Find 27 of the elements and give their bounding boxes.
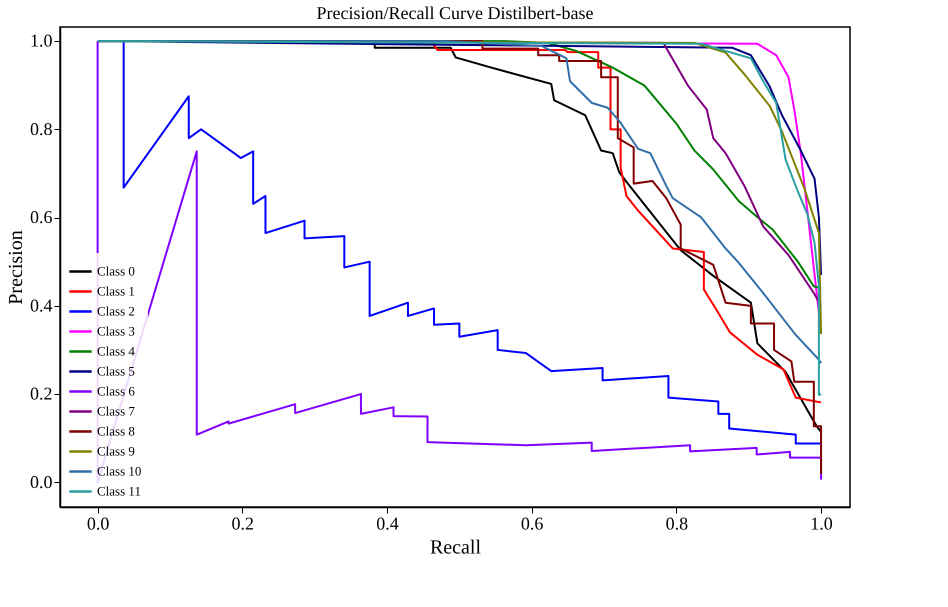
legend-label: Class 1 xyxy=(97,284,135,298)
x-tick-label: 0.0 xyxy=(86,514,110,534)
y-tick-label: 0.0 xyxy=(30,472,52,492)
legend-label: Class 9 xyxy=(97,444,135,458)
legend-label: Class 4 xyxy=(97,344,136,358)
legend-label: Class 10 xyxy=(97,464,142,478)
x-tick-label: 0.4 xyxy=(376,514,399,534)
x-axis-title: Recall xyxy=(430,536,482,558)
y-tick-label: 0.8 xyxy=(30,118,52,139)
chart-title: Precision/Recall Curve Distilbert-base xyxy=(316,3,594,23)
y-tick-label: 0.4 xyxy=(30,295,52,316)
legend-label: Class 5 xyxy=(97,364,135,378)
y-tick-label: 0.2 xyxy=(30,384,52,404)
legend-label: Class 11 xyxy=(97,484,141,498)
x-tick-label: 0.6 xyxy=(520,514,544,534)
legend-label: Class 2 xyxy=(97,304,135,318)
legend-label: Class 8 xyxy=(97,424,135,438)
legend-label: Class 7 xyxy=(97,404,136,418)
x-tick-label: 0.8 xyxy=(666,514,688,534)
y-axis-title: Precision xyxy=(5,230,27,305)
x-tick-label: 1.0 xyxy=(810,514,833,534)
y-tick-label: 0.6 xyxy=(30,207,52,228)
x-tick-label: 0.2 xyxy=(232,514,254,534)
legend-label: Class 0 xyxy=(97,264,135,278)
legend-label: Class 6 xyxy=(97,384,136,398)
y-tick-label: 1.0 xyxy=(30,30,52,51)
legend-label: Class 3 xyxy=(97,324,135,338)
